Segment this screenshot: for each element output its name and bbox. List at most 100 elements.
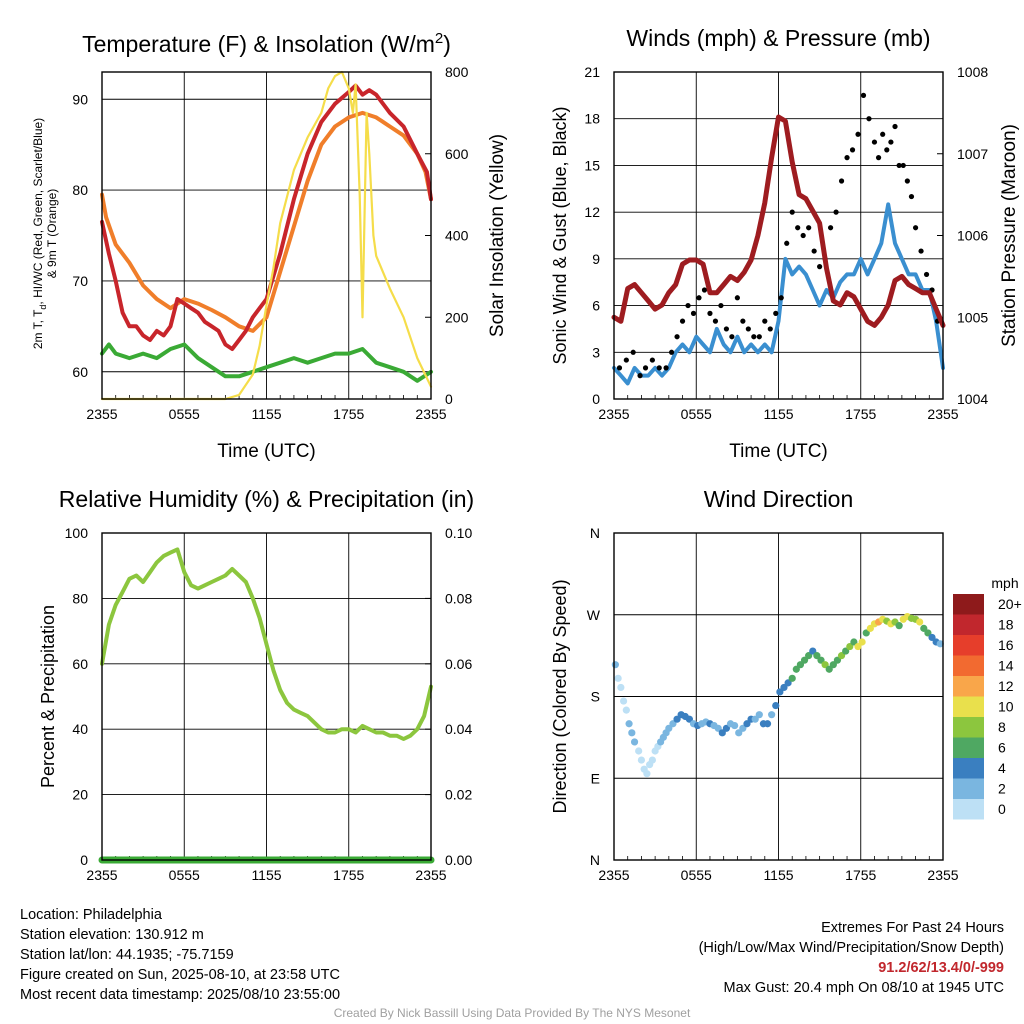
y-tick-label: 18 <box>584 111 600 127</box>
extremes-subtitle: (High/Low/Max Wind/Precipitation/Snow De… <box>698 940 1004 956</box>
gust-point <box>668 349 675 355</box>
x-tick-label: 1755 <box>845 406 876 422</box>
gust-point <box>789 209 795 215</box>
series-line-3 <box>611 114 946 328</box>
colorbar-label: 8 <box>998 719 1006 735</box>
gust-point <box>880 131 886 137</box>
y2-tick-label: 200 <box>445 309 469 325</box>
gust-point <box>849 147 856 153</box>
y-axis-label-line2: & 9m T (Orange) <box>45 189 59 279</box>
y2-tick-label: 600 <box>445 146 469 162</box>
colorbar-swatch <box>953 614 984 635</box>
gust-point <box>778 295 784 301</box>
gust-point <box>773 310 779 316</box>
direction-point <box>622 706 630 714</box>
y-tick-label: S <box>591 689 600 705</box>
y2-tick-label: 800 <box>445 64 469 80</box>
gust-point <box>696 295 702 301</box>
colorbar-title: mph <box>991 575 1018 591</box>
gust-point <box>740 318 746 324</box>
gust-point <box>762 318 768 324</box>
direction-point <box>628 729 636 737</box>
gust-point <box>656 365 662 371</box>
gust-point <box>751 334 757 340</box>
extremes-title: Extremes For Past 24 Hours <box>821 920 1004 936</box>
gust-point <box>892 123 898 130</box>
extremes-values: 91.2/62/13.4/0/-999 <box>878 960 1004 976</box>
y-tick-label: 90 <box>72 91 88 107</box>
gust-point <box>827 225 834 231</box>
x-tick-label: 0555 <box>169 406 200 422</box>
gust-point <box>767 326 773 332</box>
direction-point <box>788 674 796 682</box>
x-tick-label: 0555 <box>681 406 712 422</box>
y-tick-label: 60 <box>72 656 88 672</box>
gust-point <box>904 178 910 184</box>
gust-point <box>701 287 708 293</box>
colorbar-label: 4 <box>998 760 1006 776</box>
gust-point <box>649 357 655 363</box>
gust-point <box>734 295 740 301</box>
y-tick-label: 20 <box>72 787 88 803</box>
station-info: Location: Philadelphia Station elevation… <box>20 905 340 1005</box>
y2-axis-label: Solar Insolation (Yellow) <box>487 134 508 337</box>
gust-point <box>637 373 643 379</box>
colorbar-label: 2 <box>998 781 1006 797</box>
plot-frame <box>613 71 944 400</box>
max-gust-text: Max Gust: 20.4 mph On 08/10 at 1945 UTC <box>723 980 1004 996</box>
y-axis-label: Direction (Colored By Speed) <box>550 579 570 813</box>
y2-tick-label: 0.04 <box>445 721 472 737</box>
chart-title: Wind Direction <box>704 486 854 512</box>
x-axis-label: Time (UTC) <box>729 441 828 462</box>
x-tick-label: 2355 <box>86 406 117 422</box>
direction-point <box>936 640 944 648</box>
colorbar-swatch <box>953 758 984 779</box>
colorbar-label: 12 <box>998 678 1014 694</box>
direction-point <box>648 756 656 764</box>
gust-point <box>811 248 817 254</box>
x-tick-label: 2355 <box>927 867 958 883</box>
y2-tick-label: 0 <box>445 391 453 407</box>
ylabel-part: 2m T, T <box>31 309 45 349</box>
extremes-panel: Extremes For Past 24 Hours (High/Low/Max… <box>699 918 1004 998</box>
title-main: Temperature (F) & Insolation (W/m <box>82 31 435 57</box>
y-axis-label: Sonic Wind & Gust (Blue, Black) <box>550 106 570 364</box>
direction-point <box>625 720 633 728</box>
series-line-1 <box>100 110 433 333</box>
x-tick-label: 1755 <box>845 867 876 883</box>
elevation-text: Station elevation: 130.912 m <box>20 927 204 943</box>
chart-panel-1: 2355 0555 1155 1755 2355 60 70 80 90 0 200 400 600 80… <box>31 30 508 462</box>
gust-point <box>674 334 680 340</box>
title-superscript: 2 <box>435 30 443 47</box>
y2-tick-label: 1005 <box>957 309 988 325</box>
gust-point <box>896 162 902 169</box>
gust-point <box>866 116 872 122</box>
gust-point <box>729 334 735 340</box>
y2-tick-label: 1006 <box>957 228 988 244</box>
y-tick-label: 80 <box>72 182 88 198</box>
direction-point <box>643 770 651 778</box>
chart-panel-2: 2355 0555 1155 1755 235503691215182110041005… <box>550 25 1020 462</box>
y-tick-label: 40 <box>72 721 88 737</box>
y-tick-label: 15 <box>584 157 600 173</box>
x-tick-label: 2355 <box>415 867 446 883</box>
x-tick-label: 2355 <box>927 406 958 422</box>
x-tick-label: 1155 <box>763 867 793 883</box>
colorbar-label: 10 <box>998 699 1014 715</box>
meteogram-figure: 2355 0555 1155 1755 235560708090020040060080… <box>31 25 1022 883</box>
gust-point <box>616 365 623 371</box>
y-tick-label: N <box>590 852 600 868</box>
gust-point <box>900 162 906 169</box>
gust-point <box>817 264 823 270</box>
direction-point <box>637 756 646 764</box>
gust-point <box>888 139 894 145</box>
gust-point <box>806 225 812 231</box>
x-tick-label: 1155 <box>251 406 281 422</box>
direction-point <box>763 720 772 728</box>
location-text: Location: Philadelphia <box>20 907 162 923</box>
direction-point <box>755 711 763 719</box>
colorbar-swatch <box>953 635 984 656</box>
colorbar-label: 16 <box>998 637 1014 653</box>
y-tick-label: 21 <box>584 64 600 80</box>
colorbar-swatch <box>953 717 984 738</box>
